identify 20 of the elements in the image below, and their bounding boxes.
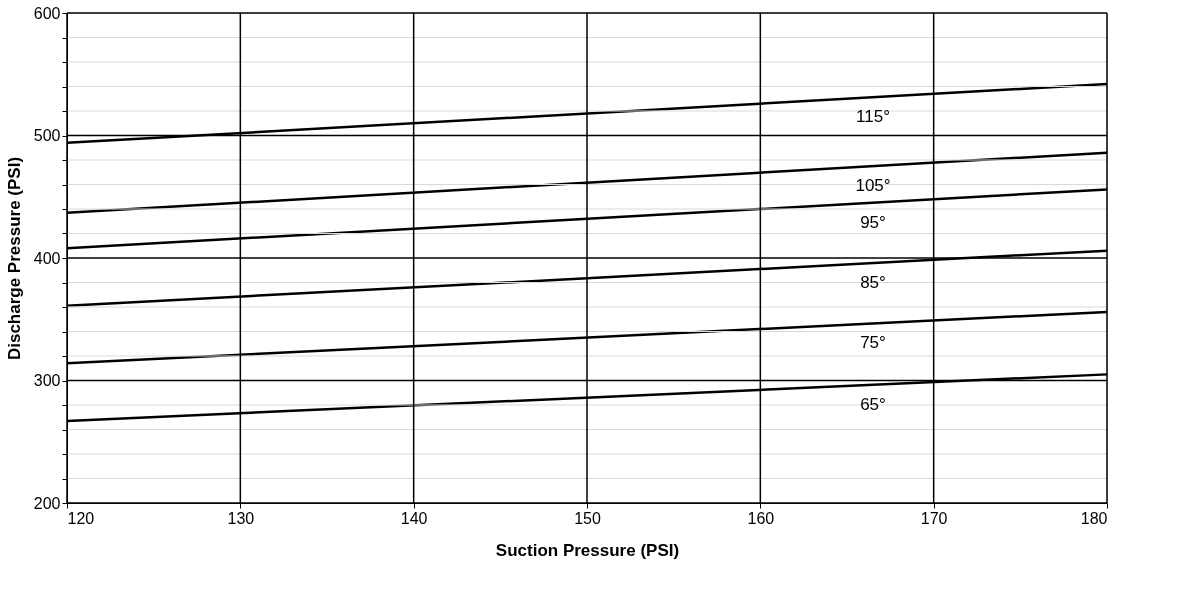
- annotation: 115°: [856, 107, 890, 127]
- y-tick-label: 600: [33, 4, 61, 22]
- x-tick-label: 130: [227, 509, 255, 527]
- y-tick-label: 400: [33, 249, 61, 267]
- x-tick-label: 150: [574, 509, 601, 527]
- y-tick-label: 500: [33, 127, 61, 144]
- y-tick-label: 200: [33, 494, 61, 512]
- x-tick-label: 120: [67, 509, 95, 527]
- y-axis-title: Discharge Pressure (PSI): [4, 156, 24, 361]
- annotation: 105°: [855, 176, 891, 196]
- annotation: 65°: [860, 394, 886, 414]
- x-tick-label: 140: [400, 509, 428, 527]
- y-tick-label: 300: [33, 372, 61, 389]
- annotation: 85°: [860, 273, 886, 293]
- annotation: 95°: [860, 212, 886, 232]
- annotation: 75°: [860, 333, 886, 353]
- x-tick-label: 170: [920, 509, 948, 527]
- x-tick-label: 180: [1080, 509, 1108, 527]
- x-tick-label: 160: [747, 509, 775, 527]
- x-axis-title: Suction Pressure (PSI): [495, 540, 680, 560]
